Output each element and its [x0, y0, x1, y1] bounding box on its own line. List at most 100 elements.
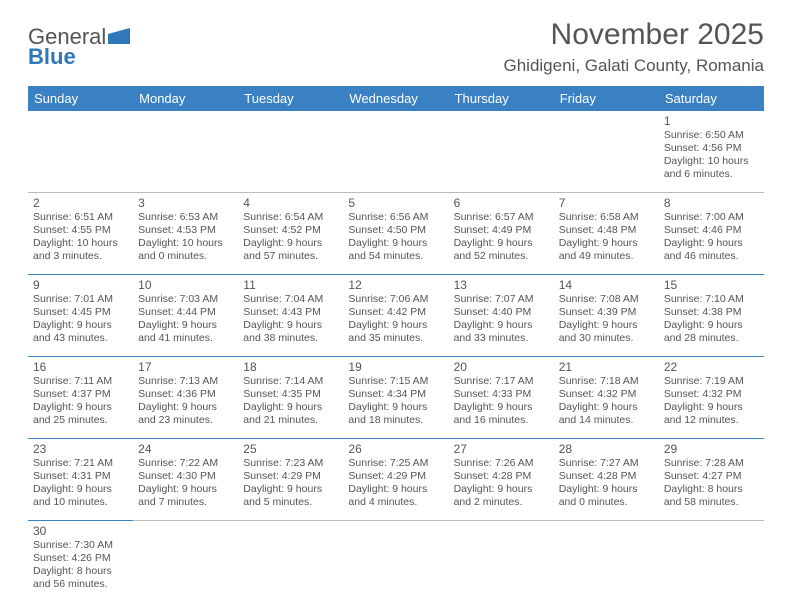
daylight-text: and 4 minutes. [348, 496, 443, 509]
day-number: 23 [33, 442, 128, 456]
logo-text-blue: Blue [28, 44, 76, 69]
daylight-text: Daylight: 10 hours [664, 155, 759, 168]
daylight-text: Daylight: 9 hours [243, 483, 338, 496]
daylight-text: and 23 minutes. [138, 414, 233, 427]
calendar-cell: 28Sunrise: 7:27 AMSunset: 4:28 PMDayligh… [554, 439, 659, 521]
daylight-text: and 2 minutes. [454, 496, 549, 509]
day-number: 11 [243, 278, 338, 292]
daylight-text: and 14 minutes. [559, 414, 654, 427]
calendar-cell: 5Sunrise: 6:56 AMSunset: 4:50 PMDaylight… [343, 193, 448, 275]
calendar-table: SundayMondayTuesdayWednesdayThursdayFrid… [28, 86, 764, 602]
daylight-text: and 25 minutes. [33, 414, 128, 427]
day-header: Friday [554, 86, 659, 111]
calendar-week: 1Sunrise: 6:50 AMSunset: 4:56 PMDaylight… [28, 111, 764, 193]
daylight-text: Daylight: 9 hours [243, 401, 338, 414]
daylight-text: Daylight: 9 hours [138, 319, 233, 332]
daylight-text: and 5 minutes. [243, 496, 338, 509]
daylight-text: Daylight: 9 hours [559, 237, 654, 250]
daylight-text: Daylight: 9 hours [559, 483, 654, 496]
calendar-cell [554, 521, 659, 603]
daylight-text: Daylight: 8 hours [664, 483, 759, 496]
calendar-cell: 18Sunrise: 7:14 AMSunset: 4:35 PMDayligh… [238, 357, 343, 439]
sunrise-text: Sunrise: 7:04 AM [243, 293, 338, 306]
calendar-cell: 4Sunrise: 6:54 AMSunset: 4:52 PMDaylight… [238, 193, 343, 275]
sunrise-text: Sunrise: 6:54 AM [243, 211, 338, 224]
calendar-cell [28, 111, 133, 193]
calendar-cell [133, 521, 238, 603]
sunrise-text: Sunrise: 7:19 AM [664, 375, 759, 388]
sunset-text: Sunset: 4:53 PM [138, 224, 233, 237]
calendar-cell: 26Sunrise: 7:25 AMSunset: 4:29 PMDayligh… [343, 439, 448, 521]
daylight-text: and 46 minutes. [664, 250, 759, 263]
daylight-text: and 7 minutes. [138, 496, 233, 509]
calendar-cell [554, 111, 659, 193]
day-header: Tuesday [238, 86, 343, 111]
day-number: 17 [138, 360, 233, 374]
daylight-text: Daylight: 9 hours [243, 237, 338, 250]
sunset-text: Sunset: 4:49 PM [454, 224, 549, 237]
daylight-text: Daylight: 9 hours [664, 401, 759, 414]
month-title: November 2025 [504, 18, 765, 52]
daylight-text: Daylight: 10 hours [33, 237, 128, 250]
day-number: 5 [348, 196, 443, 210]
sunrise-text: Sunrise: 7:01 AM [33, 293, 128, 306]
day-number: 14 [559, 278, 654, 292]
sunset-text: Sunset: 4:27 PM [664, 470, 759, 483]
calendar-cell: 6Sunrise: 6:57 AMSunset: 4:49 PMDaylight… [449, 193, 554, 275]
daylight-text: and 10 minutes. [33, 496, 128, 509]
calendar-cell: 24Sunrise: 7:22 AMSunset: 4:30 PMDayligh… [133, 439, 238, 521]
calendar-cell [238, 111, 343, 193]
sunset-text: Sunset: 4:31 PM [33, 470, 128, 483]
calendar-cell: 13Sunrise: 7:07 AMSunset: 4:40 PMDayligh… [449, 275, 554, 357]
calendar-cell: 9Sunrise: 7:01 AMSunset: 4:45 PMDaylight… [28, 275, 133, 357]
daylight-text: Daylight: 8 hours [33, 565, 128, 578]
daylight-text: and 54 minutes. [348, 250, 443, 263]
day-number: 9 [33, 278, 128, 292]
daylight-text: and 0 minutes. [559, 496, 654, 509]
sunset-text: Sunset: 4:55 PM [33, 224, 128, 237]
daylight-text: and 30 minutes. [559, 332, 654, 345]
sunrise-text: Sunrise: 7:07 AM [454, 293, 549, 306]
calendar-cell [133, 111, 238, 193]
daylight-text: and 52 minutes. [454, 250, 549, 263]
sunset-text: Sunset: 4:46 PM [664, 224, 759, 237]
daylight-text: and 58 minutes. [664, 496, 759, 509]
sunset-text: Sunset: 4:29 PM [348, 470, 443, 483]
calendar-cell: 19Sunrise: 7:15 AMSunset: 4:34 PMDayligh… [343, 357, 448, 439]
sunrise-text: Sunrise: 7:15 AM [348, 375, 443, 388]
sunset-text: Sunset: 4:28 PM [559, 470, 654, 483]
sunrise-text: Sunrise: 7:23 AM [243, 457, 338, 470]
calendar-cell: 14Sunrise: 7:08 AMSunset: 4:39 PMDayligh… [554, 275, 659, 357]
calendar-cell [659, 521, 764, 603]
calendar-cell [449, 111, 554, 193]
sunset-text: Sunset: 4:45 PM [33, 306, 128, 319]
daylight-text: and 18 minutes. [348, 414, 443, 427]
sunrise-text: Sunrise: 7:08 AM [559, 293, 654, 306]
day-number: 12 [348, 278, 443, 292]
sunset-text: Sunset: 4:40 PM [454, 306, 549, 319]
day-number: 27 [454, 442, 549, 456]
daylight-text: and 56 minutes. [33, 578, 128, 591]
day-header: Monday [133, 86, 238, 111]
daylight-text: Daylight: 9 hours [559, 401, 654, 414]
daylight-text: Daylight: 9 hours [348, 483, 443, 496]
sunset-text: Sunset: 4:29 PM [243, 470, 338, 483]
calendar-cell: 15Sunrise: 7:10 AMSunset: 4:38 PMDayligh… [659, 275, 764, 357]
sunrise-text: Sunrise: 7:22 AM [138, 457, 233, 470]
calendar-week: 30Sunrise: 7:30 AMSunset: 4:26 PMDayligh… [28, 521, 764, 603]
sunset-text: Sunset: 4:28 PM [454, 470, 549, 483]
daylight-text: and 57 minutes. [243, 250, 338, 263]
day-header: Sunday [28, 86, 133, 111]
sunrise-text: Sunrise: 6:51 AM [33, 211, 128, 224]
day-number: 18 [243, 360, 338, 374]
sunset-text: Sunset: 4:37 PM [33, 388, 128, 401]
sunrise-text: Sunrise: 7:00 AM [664, 211, 759, 224]
calendar-cell: 16Sunrise: 7:11 AMSunset: 4:37 PMDayligh… [28, 357, 133, 439]
sunset-text: Sunset: 4:48 PM [559, 224, 654, 237]
day-number: 25 [243, 442, 338, 456]
day-number: 6 [454, 196, 549, 210]
daylight-text: and 12 minutes. [664, 414, 759, 427]
calendar-week: 9Sunrise: 7:01 AMSunset: 4:45 PM Daylight… [28, 275, 764, 357]
daylight-text: Daylight: 9 hours [138, 483, 233, 496]
daylight-text: Daylight: 9 hours [664, 319, 759, 332]
